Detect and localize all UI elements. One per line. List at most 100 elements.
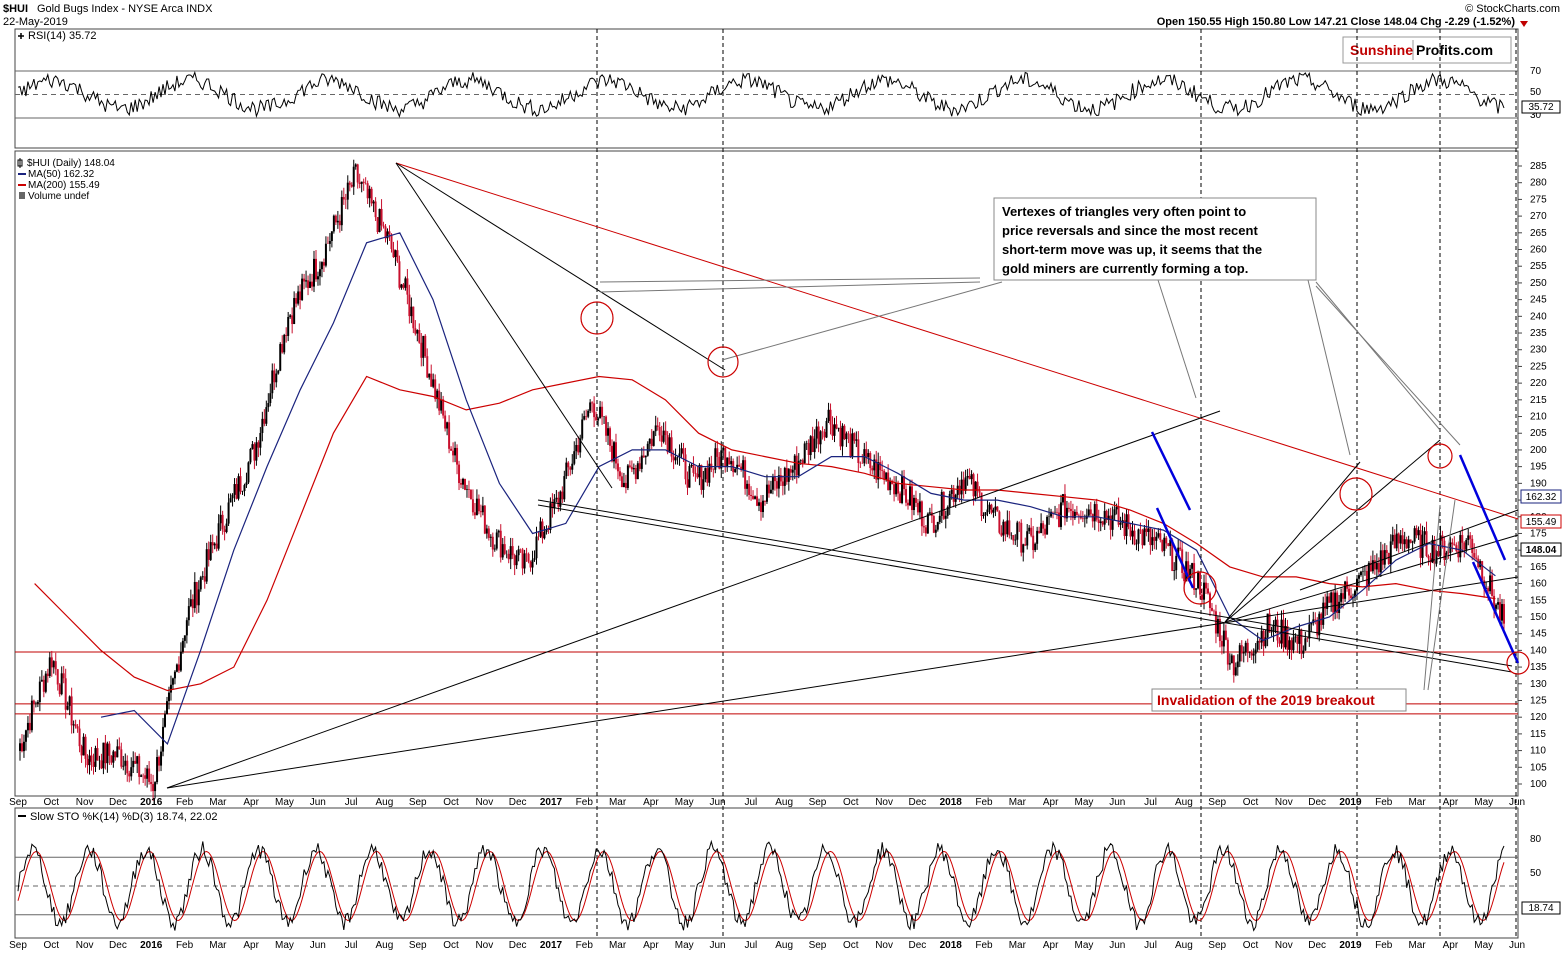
red-circle-marker [1506, 651, 1530, 675]
x-tick-label: Feb [1375, 797, 1393, 808]
ma200-line [34, 375, 1496, 692]
x-tick-label: Jun [709, 940, 725, 951]
x-tick-label: Feb [576, 797, 594, 808]
x-tick-label: Jun [310, 797, 326, 808]
y-tick-label: 110 [1530, 746, 1546, 757]
y-tick-label: 240 [1530, 311, 1547, 322]
y-tick-label: 165 [1530, 562, 1547, 573]
x-tick-label: May [1075, 940, 1094, 951]
sto-chart [15, 839, 1518, 932]
candle-icon [17, 158, 23, 168]
x-tick-label: Jul [1144, 797, 1157, 808]
x-tick-label: Jun [1509, 940, 1525, 951]
x-tick-label: Oct [1243, 940, 1259, 951]
y-tick-label: 105 [1530, 762, 1547, 773]
x-tick-label: Oct [843, 797, 859, 808]
x-tick-label: Feb [176, 940, 194, 951]
x-tick-label: Apr [1043, 797, 1059, 808]
x-tick-label: Sep [9, 797, 27, 808]
x-tick-label: Jul [345, 797, 358, 808]
y-tick-label: 200 [1530, 445, 1547, 456]
trend-line [395, 162, 726, 371]
sto-k-line [17, 839, 1505, 932]
y-tick-label: 160 [1530, 579, 1547, 590]
x-tick-label: Oct [443, 797, 459, 808]
x-tick-label: May [1474, 940, 1493, 951]
x-tick-label: May [275, 940, 294, 951]
x-tick-label: Dec [909, 797, 927, 808]
x-tick-label: Oct [443, 940, 459, 951]
red-circle-marker [580, 301, 614, 335]
x-tick-label: 2017 [540, 797, 563, 808]
y-tick-label: 195 [1530, 462, 1547, 473]
y-tick-label: 140 [1530, 645, 1547, 656]
x-tick-label: May [675, 797, 694, 808]
x-tick-label: Dec [1308, 797, 1326, 808]
x-tick-label: Oct [1243, 797, 1259, 808]
vertex-note-box [993, 197, 1317, 281]
invalidation-note-box [1151, 688, 1407, 712]
sto-level-80: 80 [1530, 834, 1542, 845]
x-tick-label: 2019 [1339, 940, 1362, 951]
x-tick-label: Jun [709, 797, 725, 808]
x-tick-label: Feb [176, 797, 194, 808]
rsi-level-30: 30 [1530, 110, 1542, 121]
x-tick-label: Nov [475, 940, 493, 951]
x-tick-label: Mar [609, 940, 627, 951]
chart-name: Gold Bugs Index - NYSE Arca INDX [37, 3, 213, 15]
x-tick-label: 2018 [940, 797, 963, 808]
x-tick-label: Apr [243, 940, 259, 951]
x-tick-label: 2016 [140, 940, 163, 951]
price-y-axis: 285 280 275 270 265 260 255 250 245 240 235 230 225 2… [1518, 161, 1547, 790]
chart-date: 22-May-2019 [3, 16, 68, 28]
x-tick-label: Apr [1443, 940, 1459, 951]
trend-line [395, 162, 1519, 520]
x-tick-label: Nov [76, 940, 94, 951]
x-tick-label: Jun [1109, 940, 1125, 951]
x-tick-label: Sep [409, 797, 427, 808]
x-tick-label: Nov [1275, 940, 1293, 951]
red-circle-marker [1183, 571, 1217, 605]
sto-x-axis: Sep Oct Nov Dec 2016 Feb Mar Apr May Jun Jul Aug Sep… [9, 940, 1525, 951]
logo-part-2: Profits.com [1416, 42, 1493, 58]
annotation-pointer [1315, 285, 1461, 446]
price-legend: $HUI (Daily) 148.04 MA(50) 162.32 MA(200… [17, 158, 115, 202]
x-tick-label: Jul [1144, 940, 1157, 951]
price-chart [15, 29, 1530, 938]
y-tick-label: 230 [1530, 345, 1547, 356]
y-tick-label: 215 [1530, 395, 1547, 406]
x-tick-label: Mar [209, 940, 227, 951]
y-tick-label: 265 [1530, 228, 1547, 239]
rsi-level-70: 70 [1530, 66, 1542, 77]
x-tick-label: Oct [843, 940, 859, 951]
close-value-box [1520, 542, 1562, 557]
x-tick-label: Jul [345, 940, 358, 951]
vertex-note-line-2: price reversals and since the most recen… [1002, 223, 1258, 238]
ma50-line [100, 232, 1496, 745]
y-tick-label: 150 [1530, 612, 1547, 623]
price-x-axis: Sep Oct Nov Dec 2016 Feb Mar Apr May Jun Jul Aug Sep… [9, 797, 1525, 808]
legend-ma200: MA(200) 155.49 [28, 180, 100, 191]
annotation-pointer [1423, 504, 1441, 691]
x-tick-label: Jul [744, 940, 757, 951]
close-value: 148.04 [1526, 545, 1557, 556]
ma200-value-box [1520, 514, 1562, 529]
y-tick-label: 125 [1530, 695, 1547, 706]
x-tick-label: 2018 [940, 940, 963, 951]
y-tick-label: 175 [1530, 528, 1547, 539]
annotation-pointer [599, 277, 981, 283]
x-tick-label: Aug [775, 797, 793, 808]
annotation-pointer [1307, 279, 1351, 456]
y-tick-label: 255 [1530, 261, 1547, 272]
x-tick-label: Aug [1175, 940, 1193, 951]
x-tick-label: Sep [409, 940, 427, 951]
volume-icon [19, 192, 25, 199]
y-tick-label: 210 [1530, 412, 1547, 423]
x-tick-label: Mar [1009, 797, 1027, 808]
x-tick-label: Nov [875, 797, 893, 808]
legend-hui: $HUI (Daily) 148.04 [27, 158, 115, 169]
x-tick-label: Feb [975, 797, 993, 808]
sto-last-box [1521, 901, 1561, 915]
x-tick-label: Apr [243, 797, 259, 808]
